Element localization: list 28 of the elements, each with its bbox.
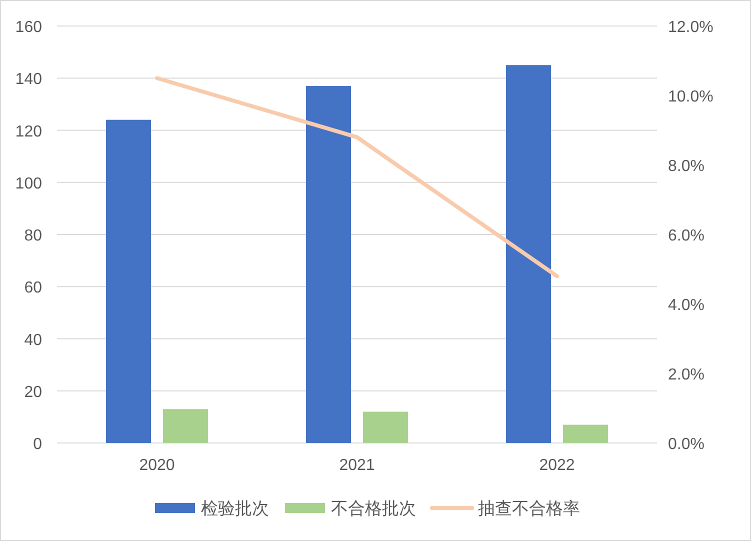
bar xyxy=(506,65,551,443)
legend-label: 抽查不合格率 xyxy=(478,499,580,518)
y-tick-label: 120 xyxy=(15,123,42,140)
y-tick-label: 20 xyxy=(24,384,42,401)
y-tick-label: 160 xyxy=(15,19,42,36)
y-tick-label: 40 xyxy=(24,332,42,349)
x-tick-label: 2022 xyxy=(539,457,575,474)
y-tick-label: 100 xyxy=(15,175,42,192)
y2-tick-label: 4.0% xyxy=(668,297,704,314)
y2-tick-label: 6.0% xyxy=(668,228,704,244)
y2-tick-label: 8.0% xyxy=(668,158,704,175)
y2-tick-label: 2.0% xyxy=(668,366,704,384)
bar xyxy=(106,120,151,443)
legend-label: 检验批次 xyxy=(201,499,269,518)
bar xyxy=(363,412,408,443)
bar xyxy=(306,86,351,443)
x-tick-label: 2021 xyxy=(339,457,375,474)
x-tick-label: 2020 xyxy=(139,457,175,474)
y2-tick-label: 12.0% xyxy=(668,19,714,36)
y-tick-label: 0 xyxy=(33,436,42,453)
y2-tick-label: 0.0% xyxy=(668,436,704,453)
y2-tick-label: 10.0% xyxy=(668,88,714,106)
y-tick-label: 80 xyxy=(24,228,42,244)
legend-label: 不合格批次 xyxy=(331,499,416,518)
y-tick-label: 140 xyxy=(15,71,42,88)
bar xyxy=(563,424,608,443)
y-tick-label: 60 xyxy=(24,280,42,297)
bar xyxy=(163,409,208,443)
